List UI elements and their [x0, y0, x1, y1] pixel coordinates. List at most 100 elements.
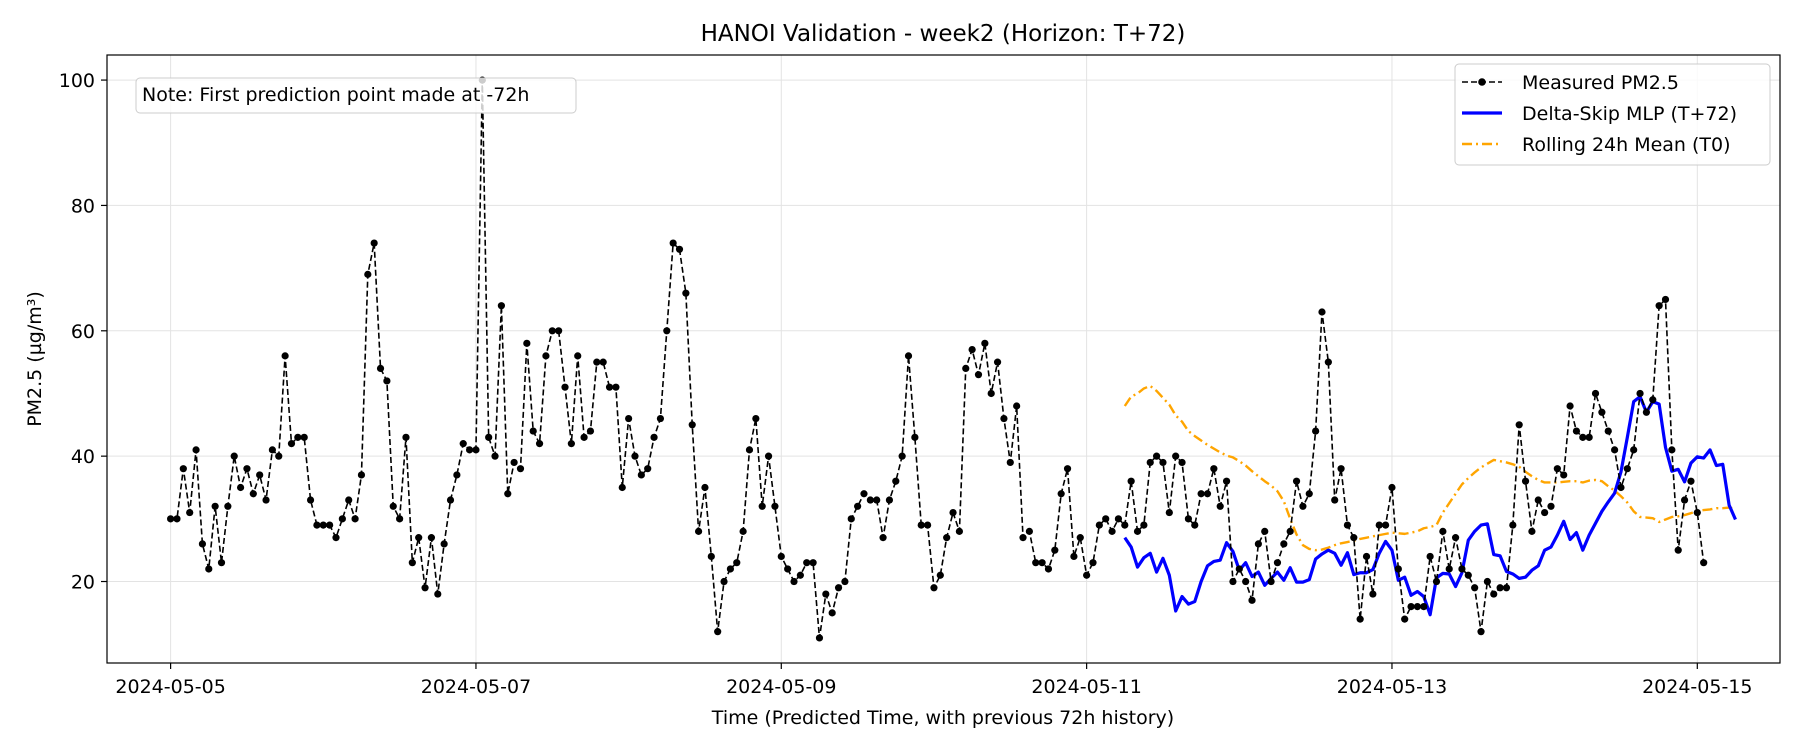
data-point	[656, 414, 665, 423]
data-point	[364, 270, 372, 278]
x-tick-label: 2024-05-13	[1337, 676, 1447, 698]
data-point	[198, 540, 207, 548]
data-point	[1700, 559, 1708, 567]
note-annotation: Note: First prediction point made at -72…	[135, 77, 577, 114]
data-point	[752, 414, 760, 423]
data-point	[771, 502, 779, 510]
legend: Measured PM2.5 Delta-Skip MLP (T+72) Rol…	[1454, 63, 1771, 166]
data-point	[1388, 483, 1396, 492]
data-point	[930, 584, 938, 592]
data-point	[815, 634, 824, 642]
data-point	[675, 245, 684, 253]
data-point	[1032, 559, 1040, 567]
data-point	[1343, 521, 1352, 529]
data-point	[841, 577, 849, 586]
data-point	[828, 609, 836, 617]
data-point	[281, 352, 289, 360]
data-point	[230, 452, 238, 460]
data-point	[764, 452, 773, 460]
data-point	[1286, 527, 1294, 535]
data-point	[262, 496, 270, 504]
data-point	[1668, 446, 1676, 454]
data-point	[1560, 471, 1568, 479]
y-tick-label: 20	[71, 572, 95, 594]
data-point	[1324, 358, 1332, 366]
data-point	[1312, 427, 1320, 435]
data-point	[1541, 508, 1549, 517]
data-point	[1025, 527, 1033, 535]
series-layer	[167, 76, 1737, 642]
data-point	[981, 339, 989, 347]
data-point	[256, 471, 264, 479]
data-point	[1165, 508, 1173, 517]
data-point	[1044, 565, 1053, 573]
data-point	[167, 515, 175, 523]
data-point	[1598, 408, 1606, 416]
data-point	[535, 440, 544, 448]
data-point	[1210, 465, 1218, 473]
data-point	[1197, 490, 1205, 498]
data-point	[1292, 477, 1301, 485]
data-point	[236, 483, 245, 492]
data-point	[224, 502, 232, 510]
data-point	[911, 433, 919, 441]
data-point	[726, 565, 735, 573]
data-point	[847, 515, 855, 523]
data-point	[1273, 559, 1282, 567]
data-point	[1420, 602, 1428, 611]
data-point	[300, 433, 308, 441]
data-point	[383, 377, 391, 385]
series-line-1	[1123, 395, 1737, 617]
data-point	[319, 521, 327, 529]
data-point	[1528, 527, 1536, 535]
data-point	[1636, 389, 1644, 398]
data-point	[809, 559, 817, 567]
data-point	[1114, 515, 1123, 523]
data-point	[1687, 477, 1695, 485]
data-point	[1591, 389, 1600, 398]
data-point	[1172, 452, 1180, 460]
data-point	[784, 565, 792, 573]
data-point	[701, 483, 709, 492]
data-point	[211, 502, 219, 510]
data-point	[516, 465, 525, 473]
legend-label-rolling: Rolling 24h Mean (T0)	[1522, 134, 1731, 156]
data-point	[943, 534, 951, 542]
data-point	[485, 433, 493, 441]
data-point	[974, 371, 983, 379]
data-point	[663, 327, 671, 335]
data-point	[631, 452, 639, 460]
data-point	[1693, 508, 1701, 517]
data-point	[860, 490, 868, 498]
data-point	[415, 534, 423, 542]
legend-label-mlp: Delta-Skip MLP (T+72)	[1522, 103, 1737, 125]
data-point	[217, 559, 226, 567]
data-point	[497, 302, 505, 310]
data-point	[1630, 446, 1638, 454]
data-point	[688, 421, 696, 429]
data-point	[1477, 628, 1485, 636]
data-point	[389, 502, 397, 510]
data-point	[854, 502, 862, 510]
data-point	[1382, 521, 1390, 529]
axis-ticks: 2024-05-05 2024-05-07 2024-05-09 2024-05-11…	[59, 70, 1753, 698]
data-point	[599, 358, 607, 366]
data-point	[1515, 421, 1523, 429]
data-point	[866, 496, 874, 504]
data-point	[892, 477, 900, 485]
data-point	[1121, 521, 1129, 529]
data-point	[949, 508, 957, 517]
data-point	[745, 446, 754, 454]
data-point	[669, 239, 677, 247]
data-point	[567, 440, 575, 448]
data-point	[1674, 546, 1682, 554]
data-point	[1254, 540, 1262, 548]
data-point	[1235, 565, 1243, 573]
data-point	[1655, 302, 1663, 310]
data-point	[758, 502, 766, 510]
data-point	[1407, 602, 1415, 611]
x-tick-label: 2024-05-07	[421, 676, 531, 698]
data-point	[879, 534, 887, 542]
data-point	[504, 490, 512, 498]
data-point	[618, 483, 626, 492]
